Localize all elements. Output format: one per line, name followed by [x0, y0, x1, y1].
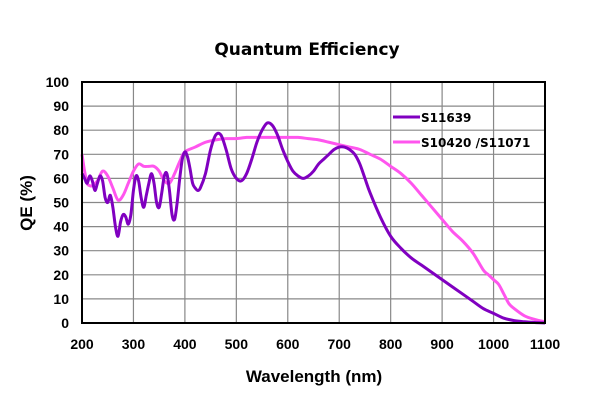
x-tick-label: 1000 — [478, 336, 509, 352]
x-axis-label: Wavelength (nm) — [246, 367, 382, 386]
x-tick-label: 400 — [173, 336, 197, 352]
x-tick-label: 700 — [328, 336, 352, 352]
y-tick-label: 100 — [46, 74, 70, 90]
series-line-s10420-s11071 — [80, 135, 546, 324]
x-tick-label: 600 — [276, 336, 300, 352]
grid — [81, 81, 546, 324]
x-tick-labels: 200 300 400 500 600 700 800 900 1000 1100 — [70, 336, 560, 352]
y-tick-label: 10 — [53, 291, 69, 307]
x-tick-label: 300 — [122, 336, 146, 352]
y-tick-label: 40 — [53, 219, 69, 235]
y-tick-label: 80 — [53, 122, 69, 138]
y-tick-labels: 0 10 20 30 40 50 60 70 80 90 100 — [46, 74, 70, 331]
legend-label: S10420 /S11071 — [421, 136, 530, 150]
legend-label: S11639 — [421, 111, 471, 125]
x-tick-label: 1100 — [530, 336, 561, 352]
x-tick-label: 900 — [430, 336, 454, 352]
series-line-s11639 — [80, 121, 546, 325]
y-tick-label: 0 — [61, 315, 69, 331]
legend: S11639 S10420 /S11071 — [393, 111, 530, 150]
y-tick-label: 90 — [53, 98, 69, 114]
plot-frame — [81, 81, 546, 324]
x-tick-label: 500 — [225, 336, 249, 352]
series-lines — [80, 121, 546, 325]
y-tick-label: 30 — [53, 243, 69, 259]
y-axis-label: QE (%) — [17, 175, 36, 231]
y-tick-label: 70 — [53, 146, 69, 162]
y-tick-label: 60 — [53, 170, 69, 186]
x-tick-label: 800 — [379, 336, 403, 352]
chart-title: Quantum Efficiency — [214, 40, 399, 60]
y-tick-label: 50 — [53, 195, 69, 211]
x-tick-label: 200 — [70, 336, 94, 352]
y-tick-label: 20 — [53, 267, 69, 283]
